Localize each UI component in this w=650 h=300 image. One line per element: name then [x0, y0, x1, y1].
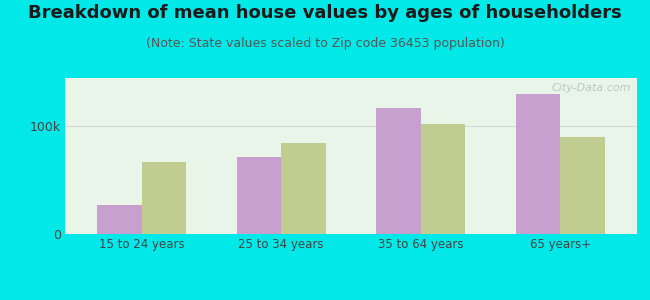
Bar [515, 94, 560, 234]
Bar [560, 137, 605, 234]
Bar [142, 162, 187, 234]
Bar [281, 142, 326, 234]
Bar [376, 108, 421, 234]
Text: Breakdown of mean house values by ages of householders: Breakdown of mean house values by ages o… [28, 4, 622, 22]
Legend: Zip code 36453, Alabama: Zip code 36453, Alabama [233, 298, 469, 300]
Text: (Note: State values scaled to Zip code 36453 population): (Note: State values scaled to Zip code 3… [146, 38, 504, 50]
Bar [421, 124, 465, 234]
Bar [237, 157, 281, 234]
Bar [97, 205, 142, 234]
Text: City-Data.com: City-Data.com [552, 83, 631, 93]
